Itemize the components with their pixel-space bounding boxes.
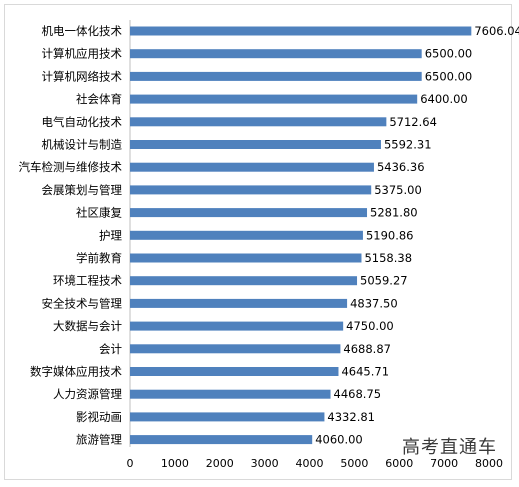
category-label: 机械设计与制造 bbox=[42, 138, 123, 152]
category-label: 社会体育 bbox=[76, 92, 122, 106]
bar bbox=[130, 140, 381, 149]
data-label: 5592.31 bbox=[384, 138, 432, 152]
bar bbox=[130, 230, 363, 240]
data-label: 4837.50 bbox=[350, 296, 398, 310]
category-label: 影视动画 bbox=[76, 410, 122, 424]
category-label: 社区康复 bbox=[76, 206, 122, 220]
bar bbox=[130, 412, 325, 422]
data-label: 5712.64 bbox=[389, 115, 437, 129]
x-tick-label: 2000 bbox=[206, 457, 234, 470]
data-label: 6500.00 bbox=[425, 69, 473, 83]
bar bbox=[130, 344, 341, 354]
category-label: 电气自动化技术 bbox=[42, 115, 123, 129]
category-label: 计算机网络技术 bbox=[42, 69, 123, 83]
data-label: 7606.04 bbox=[474, 24, 519, 38]
x-tick-label: 8000 bbox=[475, 457, 503, 470]
data-label: 6500.00 bbox=[425, 47, 473, 61]
category-label: 会展策划与管理 bbox=[42, 183, 123, 197]
bar bbox=[130, 321, 344, 331]
category-label: 安全技术与管理 bbox=[42, 296, 123, 310]
bar bbox=[130, 435, 313, 445]
chart-frame bbox=[4, 4, 512, 480]
data-label: 5375.00 bbox=[374, 183, 422, 197]
category-label: 计算机应用技术 bbox=[42, 47, 123, 61]
category-label: 会计 bbox=[99, 342, 122, 356]
watermark-text: 高考直通车 bbox=[402, 437, 497, 458]
bar bbox=[130, 185, 372, 195]
data-label: 4688.87 bbox=[343, 342, 391, 356]
bar bbox=[130, 389, 331, 399]
bar bbox=[130, 26, 472, 36]
category-label: 大数据与会计 bbox=[53, 319, 122, 333]
bar bbox=[130, 298, 348, 308]
bar bbox=[130, 117, 387, 127]
x-tick-label: 5000 bbox=[340, 457, 368, 470]
x-tick-label: 1000 bbox=[161, 457, 189, 470]
category-label: 机电一体化技术 bbox=[42, 24, 123, 38]
bar bbox=[130, 253, 362, 263]
x-tick-label: 3000 bbox=[251, 457, 279, 470]
data-label: 4645.71 bbox=[341, 365, 389, 379]
bar bbox=[130, 276, 358, 286]
data-label: 5281.80 bbox=[370, 206, 418, 220]
data-label: 4332.81 bbox=[327, 410, 375, 424]
category-label: 旅游管理 bbox=[76, 433, 122, 447]
category-label: 人力资源管理 bbox=[53, 387, 122, 401]
x-tick-label: 6000 bbox=[385, 457, 413, 470]
bar bbox=[130, 94, 418, 104]
data-label: 5059.27 bbox=[360, 274, 408, 288]
data-label: 4060.00 bbox=[315, 433, 363, 447]
category-label: 数字媒体应用技术 bbox=[30, 365, 122, 379]
data-label: 5436.36 bbox=[377, 160, 425, 174]
category-label: 环境工程技术 bbox=[53, 274, 122, 288]
bar bbox=[130, 49, 422, 59]
category-label: 汽车检测与维修技术 bbox=[19, 160, 123, 174]
category-label: 学前教育 bbox=[76, 251, 122, 265]
category-label: 护理 bbox=[99, 228, 122, 242]
bar bbox=[130, 367, 339, 376]
data-label: 6400.00 bbox=[420, 92, 468, 106]
data-label: 5158.38 bbox=[364, 251, 412, 265]
bar bbox=[130, 71, 422, 81]
bar bbox=[130, 208, 368, 218]
data-label: 4468.75 bbox=[334, 387, 382, 401]
data-label: 4750.00 bbox=[346, 319, 394, 333]
x-tick-label: 0 bbox=[127, 457, 134, 470]
x-tick-label: 4000 bbox=[296, 457, 324, 470]
bar bbox=[130, 162, 374, 172]
data-label: 5190.86 bbox=[366, 228, 414, 242]
x-tick-label: 7000 bbox=[430, 457, 458, 470]
